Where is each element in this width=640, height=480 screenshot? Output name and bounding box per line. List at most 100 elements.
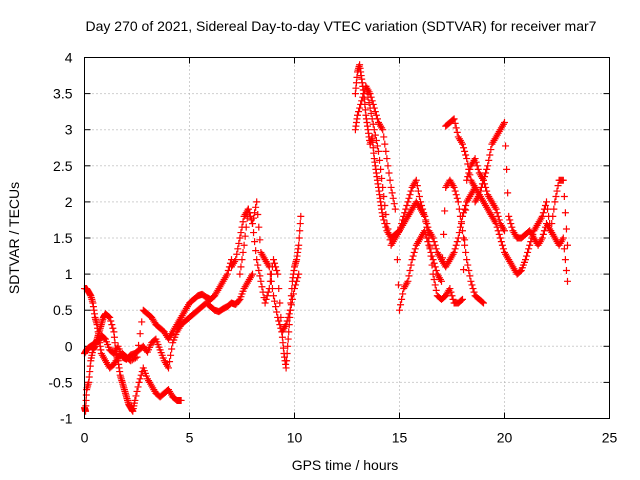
data-points (81, 61, 571, 415)
data-point (498, 241, 506, 249)
data-point (284, 335, 292, 343)
y-tick-label: 4 (65, 50, 73, 66)
data-point (397, 301, 405, 309)
data-point (382, 211, 390, 219)
data-point (454, 198, 462, 206)
data-point (505, 212, 513, 220)
data-point (472, 158, 480, 166)
data-point (388, 189, 396, 197)
data-point (477, 183, 485, 191)
x-tick-label: 0 (81, 430, 89, 446)
data-point (455, 205, 463, 213)
data-point (459, 227, 466, 235)
data-point (396, 227, 403, 235)
data-point (552, 192, 560, 200)
data-point (398, 220, 406, 228)
y-tick-label: 1 (65, 266, 73, 282)
y-axis-label: SDTVAR / TECUs (6, 182, 22, 294)
data-point (423, 223, 431, 231)
data-point (288, 295, 296, 303)
data-point (499, 245, 507, 253)
data-point (262, 295, 270, 303)
data-point (411, 245, 419, 253)
data-point (245, 209, 253, 217)
data-point (545, 212, 553, 220)
data-point (538, 212, 546, 220)
data-point (446, 285, 454, 293)
data-point (403, 202, 411, 210)
data-point (357, 100, 365, 108)
data-point (391, 205, 399, 213)
series-trace-e (236, 205, 305, 372)
data-point (407, 187, 415, 195)
data-point (232, 256, 240, 264)
data-point (297, 212, 305, 220)
y-tick-label: 3 (65, 122, 73, 138)
data-point (426, 245, 434, 253)
data-point (370, 126, 378, 134)
data-point (543, 198, 550, 206)
data-point (522, 256, 529, 264)
data-point (497, 238, 505, 246)
data-point (375, 147, 382, 155)
data-point (108, 321, 116, 329)
data-point (463, 155, 471, 163)
data-point (263, 292, 271, 300)
data-point (551, 198, 559, 206)
data-point (457, 296, 465, 304)
data-point (524, 248, 532, 256)
data-point (397, 223, 405, 231)
data-point (276, 299, 284, 307)
data-point (423, 234, 431, 242)
data-point (100, 334, 108, 342)
y-tick-label: 0.5 (53, 302, 73, 318)
data-point (493, 223, 501, 231)
y-tick-label: 1.5 (53, 230, 73, 246)
data-point (451, 119, 459, 127)
data-point (471, 155, 479, 163)
data-point (399, 290, 407, 298)
data-point (107, 317, 115, 325)
data-point (456, 212, 464, 220)
data-point (367, 109, 375, 117)
data-point (486, 151, 494, 159)
data-point (439, 254, 447, 262)
data-point (453, 128, 461, 136)
data-point (481, 173, 489, 181)
data-point (287, 299, 295, 307)
data-point (438, 277, 445, 285)
data-point (383, 155, 391, 163)
data-point (135, 378, 143, 386)
data-point (270, 256, 277, 264)
data-point (483, 165, 491, 173)
data-point (402, 205, 410, 213)
x-tick-label: 20 (497, 430, 513, 446)
data-point (544, 205, 552, 213)
data-point (539, 209, 547, 217)
data-point (241, 232, 249, 240)
data-point (378, 174, 386, 182)
data-point (441, 207, 449, 215)
data-point (559, 176, 567, 184)
data-point (453, 194, 461, 202)
data-point (132, 392, 140, 400)
data-point (367, 93, 375, 101)
data-point (386, 176, 394, 184)
data-point (234, 245, 242, 253)
data-point (380, 133, 388, 141)
series-trace-j (471, 191, 571, 285)
data-point (462, 206, 470, 214)
data-point (366, 90, 374, 98)
data-point (287, 292, 295, 300)
data-point (224, 266, 232, 274)
data-point (487, 146, 495, 154)
data-point (432, 286, 440, 294)
data-point (461, 241, 469, 249)
series-trace-h (362, 82, 487, 314)
data-point (254, 211, 262, 219)
data-point (404, 277, 412, 285)
data-point (421, 227, 429, 235)
data-point (236, 270, 244, 278)
data-point (356, 104, 364, 112)
data-point (508, 223, 516, 231)
